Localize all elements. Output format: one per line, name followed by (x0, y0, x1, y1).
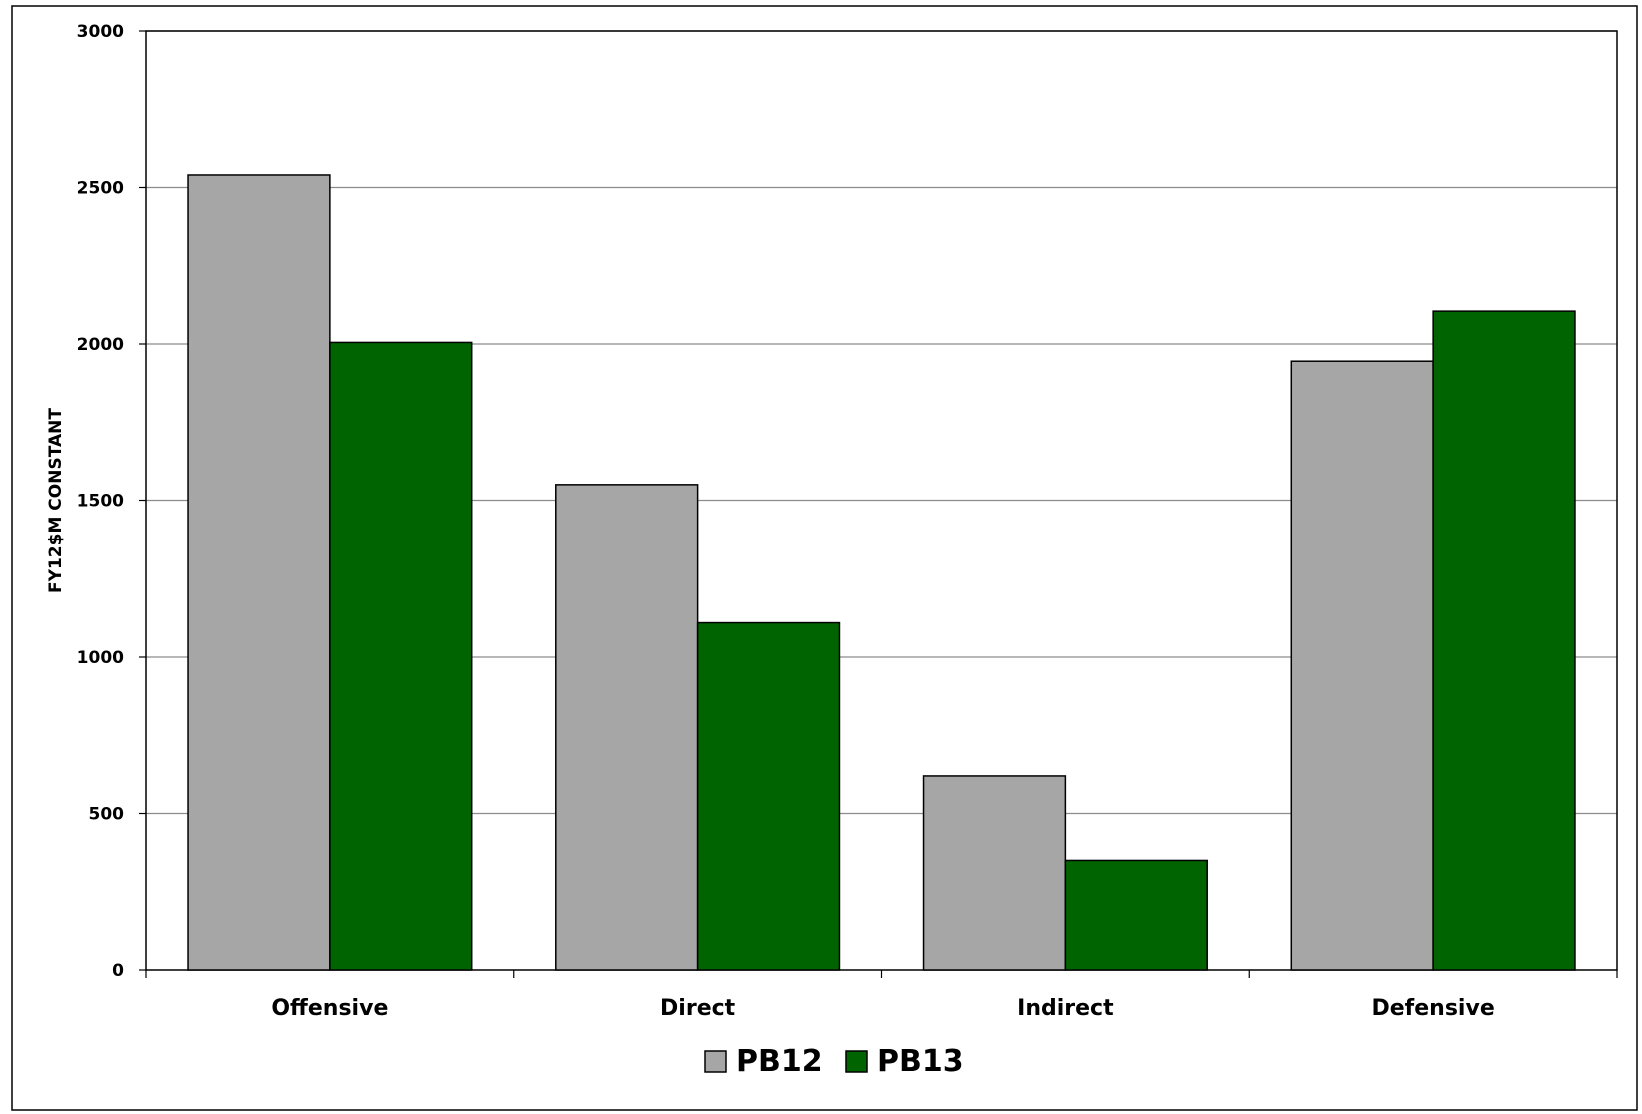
bar-pb12-offensive (187, 174, 331, 971)
x-category-label: Direct (660, 996, 736, 1021)
x-category-label: Indirect (1017, 996, 1114, 1021)
legend-label-pb12: PB12 (736, 1044, 823, 1079)
bar-pb13-offensive (329, 341, 473, 971)
bars (187, 174, 1576, 971)
y-tick-label: 3000 (77, 22, 124, 42)
legend-swatch-pb12 (704, 1050, 727, 1073)
y-tick-label: 500 (89, 805, 125, 825)
y-axis-title: FY12$M CONSTANT (46, 408, 66, 593)
y-tick-label: 0 (112, 961, 124, 981)
bar-pb13-defensive (1432, 310, 1576, 971)
y-axis: 0 500 1000 1500 2000 2500 3000 (77, 22, 146, 981)
x-axis: Offensive Direct Indirect Defensive (145, 970, 1618, 1021)
y-tick-label: 2500 (77, 179, 124, 199)
y-tick-label: 2000 (77, 335, 124, 355)
legend: PB12 PB13 (704, 1044, 964, 1079)
y-tick-label: 1500 (77, 492, 124, 512)
bar-pb12-defensive (1290, 360, 1434, 971)
bar-pb13-direct (696, 621, 841, 971)
bar-pb12-indirect (922, 775, 1067, 971)
y-tick-label: 1000 (77, 648, 124, 668)
bar-pb13-indirect (1064, 859, 1208, 971)
legend-label-pb13: PB13 (877, 1044, 964, 1079)
bar-pb12-direct (555, 484, 699, 971)
x-category-label: Defensive (1372, 996, 1495, 1021)
legend-swatch-pb13 (845, 1050, 868, 1073)
x-category-label: Offensive (271, 996, 388, 1021)
